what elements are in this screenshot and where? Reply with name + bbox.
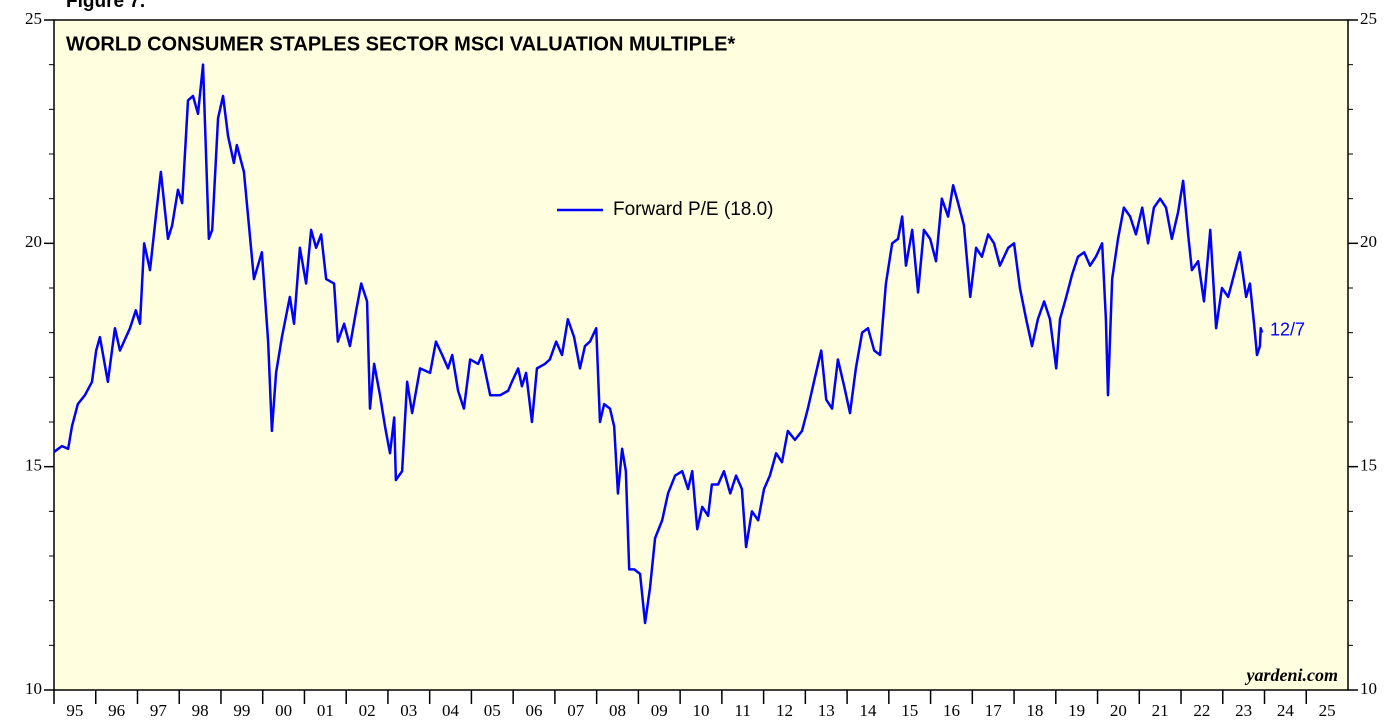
source: yardeni.com <box>1245 665 1339 685</box>
x-tick-label: 13 <box>818 701 835 720</box>
x-tick-label: 00 <box>275 701 292 720</box>
x-tick-label: 99 <box>233 701 250 720</box>
x-tick-label: 25 <box>1319 701 1336 720</box>
x-tick-label: 01 <box>317 701 334 720</box>
x-tick-label: 95 <box>66 701 83 720</box>
x-tick-label: 06 <box>526 701 543 720</box>
y-tick-label: 25 <box>25 9 42 28</box>
y-tick-label: 20 <box>25 232 42 251</box>
x-tick-label: 19 <box>1068 701 1085 720</box>
x-tick-label: 18 <box>1026 701 1043 720</box>
x-tick-label: 15 <box>901 701 918 720</box>
annotation: 12/7 <box>1270 319 1305 339</box>
x-tick-label: 24 <box>1277 701 1295 720</box>
y2-tick-label: 25 <box>1360 9 1377 28</box>
figure-label: Figure 7. <box>66 0 145 12</box>
x-tick-label: 10 <box>693 701 710 720</box>
plot-frame <box>53 19 1349 691</box>
x-tick-label: 03 <box>400 701 417 720</box>
x-tick-label: 09 <box>651 701 668 720</box>
x-tick-label: 97 <box>150 701 168 720</box>
y-tick-label: 10 <box>25 679 42 698</box>
y-tick-label: 15 <box>25 456 42 475</box>
x-tick-label: 08 <box>609 701 626 720</box>
plot-area <box>54 20 1348 690</box>
y2-tick-label: 15 <box>1360 456 1377 475</box>
x-tick-label: 07 <box>567 701 585 720</box>
x-tick-label: 12 <box>776 701 793 720</box>
x-tick-label: 21 <box>1152 701 1169 720</box>
x-tick-label: 16 <box>943 701 960 720</box>
x-tick-label: 11 <box>735 701 751 720</box>
x-tick-label: 23 <box>1235 701 1252 720</box>
x-tick-label: 20 <box>1110 701 1127 720</box>
x-tick-label: 98 <box>192 701 209 720</box>
chart-title: WORLD CONSUMER STAPLES SECTOR MSCI VALUA… <box>66 33 735 55</box>
series-line <box>53 63 1264 625</box>
y2-tick-label: 10 <box>1360 679 1377 698</box>
legend-label: Forward P/E (18.0) <box>613 199 774 220</box>
x-tick-label: 02 <box>359 701 376 720</box>
x-tick-label: 96 <box>108 701 125 720</box>
y2-tick-label: 20 <box>1360 232 1377 251</box>
x-tick-label: 05 <box>484 701 501 720</box>
x-tick-label: 04 <box>442 701 460 720</box>
x-tick-label: 14 <box>859 701 877 720</box>
x-tick-label: 17 <box>985 701 1003 720</box>
x-tick-label: 22 <box>1193 701 1210 720</box>
